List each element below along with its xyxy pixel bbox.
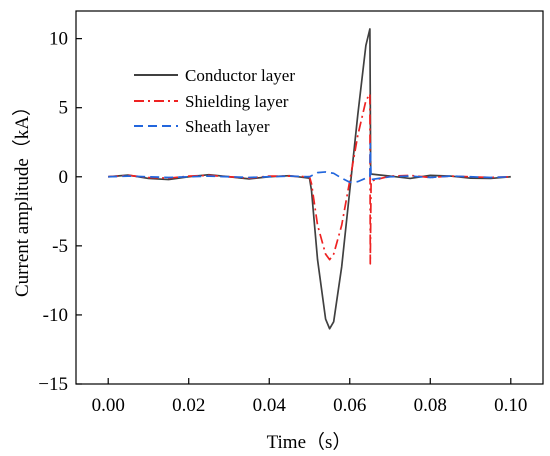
legend-label-conductor: Conductor layer (185, 66, 295, 85)
series-group (108, 28, 511, 330)
x-axis-title: Time（s） (267, 431, 352, 453)
y-tick-label: −15 (38, 374, 68, 395)
axis-tick-labels: 0.00 0.02 0.04 0.06 0.08 0.10 −15 -10 -5 0 5 10 (38, 29, 527, 416)
plot-frame (75, 10, 544, 385)
y-tick-label: -10 (43, 305, 68, 326)
series-line-shielding-layer (108, 93, 511, 265)
legend: Conductor layer Shielding layer Sheath l… (134, 66, 295, 136)
x-tick-label: 0.02 (172, 395, 205, 416)
x-tick-label: 0.06 (333, 395, 366, 416)
y-tick-label: 10 (49, 29, 68, 50)
x-tick-label: 0.00 (92, 395, 125, 416)
y-axis-title: Current amplitude（kA） (11, 97, 33, 297)
legend-label-sheath: Sheath layer (185, 117, 270, 136)
series-line-sheath-layer (108, 142, 511, 184)
legend-label-shielding: Shielding layer (185, 92, 289, 111)
y-tick-label: 0 (59, 167, 69, 188)
x-tick-label: 0.08 (414, 395, 447, 416)
axis-ticks (76, 38, 512, 385)
y-tick-label: -5 (52, 236, 68, 257)
x-tick-label: 0.10 (494, 395, 527, 416)
y-tick-label: 5 (59, 98, 69, 119)
x-tick-label: 0.04 (253, 395, 287, 416)
